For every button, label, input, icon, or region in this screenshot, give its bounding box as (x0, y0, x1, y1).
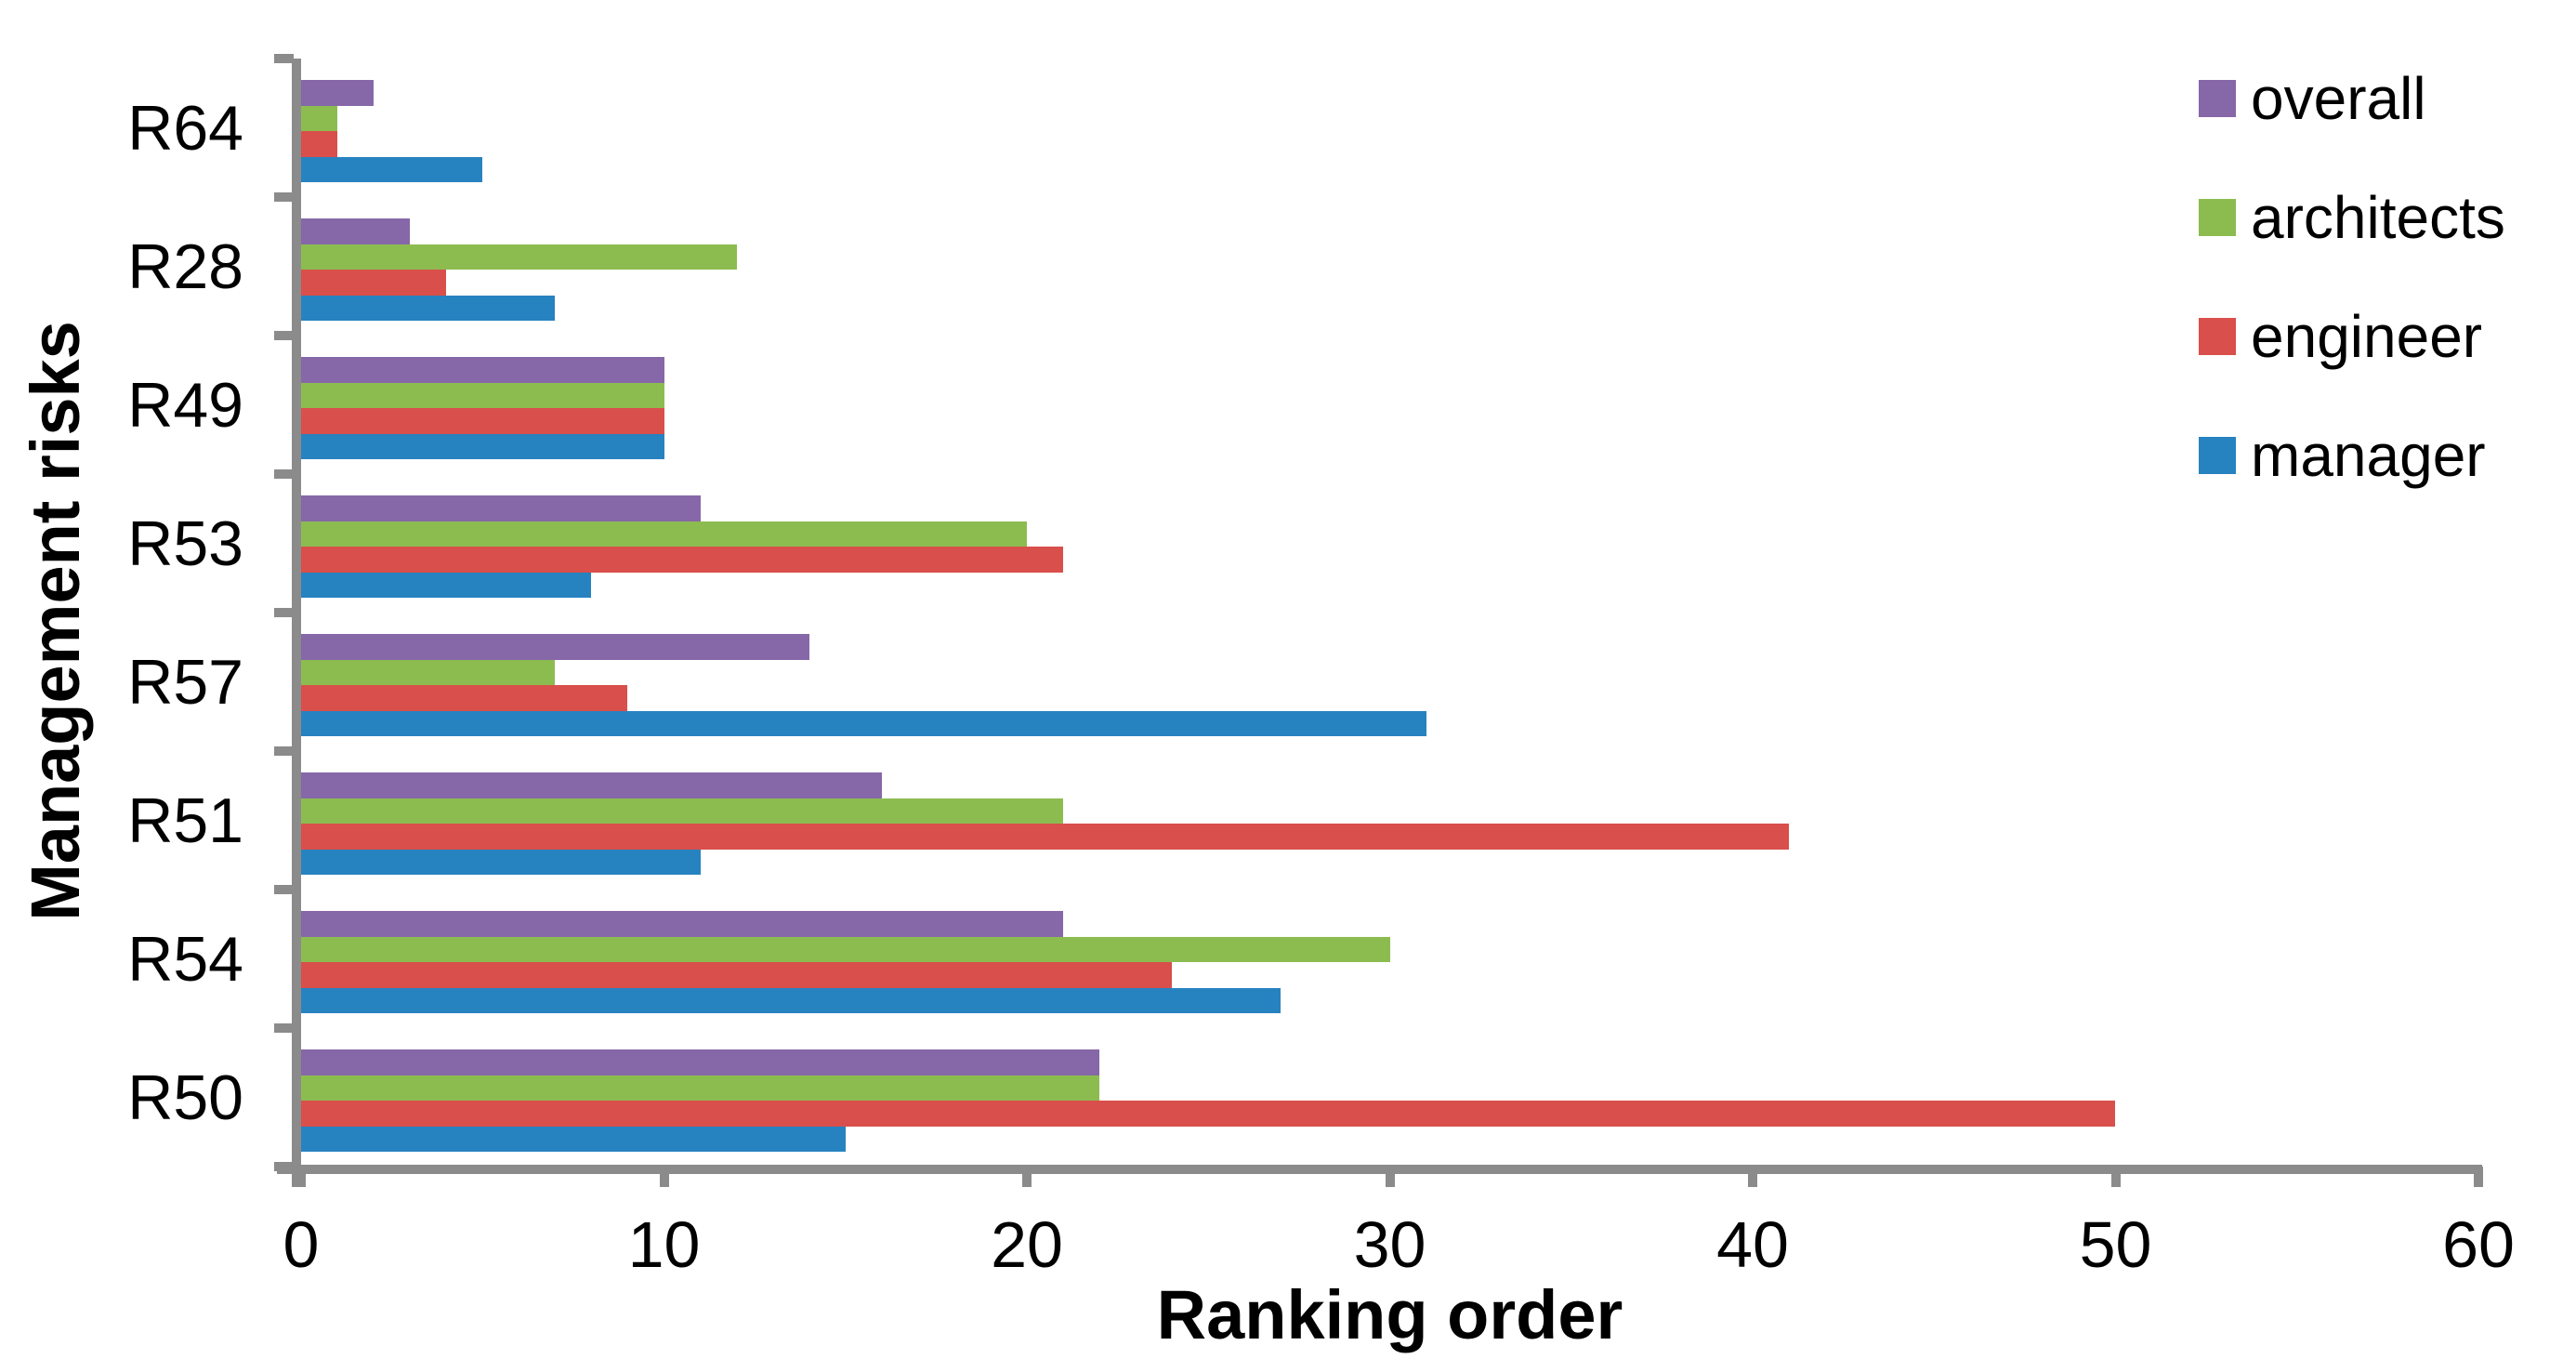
y-axis-tick (274, 192, 294, 202)
bar-R54-architects (301, 936, 1390, 962)
x-axis-tick (1748, 1167, 1757, 1187)
x-axis-title: Ranking order (1156, 1276, 1623, 1353)
bar-R28-overall (301, 218, 410, 244)
category-label-R54: R54 (127, 923, 243, 995)
legend-swatch-manager (2199, 437, 2236, 474)
category-label-R49: R49 (127, 369, 243, 441)
bar-R64-architects (301, 105, 337, 131)
legend-label-manager: manager (2251, 422, 2486, 489)
legend-swatch-engineer (2199, 318, 2236, 355)
x-axis-tick-label: 60 (2442, 1208, 2515, 1281)
x-axis-tick-label: 30 (1353, 1208, 1426, 1281)
y-axis-tick (274, 54, 294, 63)
category-label-R51: R51 (127, 785, 243, 856)
category-label-R57: R57 (127, 646, 243, 718)
y-axis-tick (274, 608, 294, 617)
x-axis-tick (296, 1167, 306, 1187)
x-axis-tick-label: 0 (283, 1208, 320, 1281)
bar-R53-engineer (301, 547, 1063, 573)
bar-R28-manager (301, 295, 555, 321)
bar-R57-manager (301, 710, 1426, 736)
bar-R51-overall (301, 772, 882, 798)
bar-R53-manager (301, 572, 591, 598)
bar-R50-manager (301, 1126, 846, 1152)
x-axis-tick (1385, 1167, 1395, 1187)
bar-R49-overall (301, 357, 664, 383)
legend-item-overall: overall (2199, 63, 2426, 134)
bar-R57-architects (301, 659, 555, 685)
legend-label-engineer: engineer (2251, 303, 2483, 370)
bar-R54-overall (301, 911, 1063, 937)
category-label-R53: R53 (127, 508, 243, 579)
legend-label-architects: architects (2251, 184, 2505, 251)
category-label-R64: R64 (127, 92, 243, 164)
bar-R28-engineer (301, 270, 446, 296)
bar-R51-architects (301, 798, 1063, 824)
x-axis-tick (1022, 1167, 1032, 1187)
bar-R64-overall (301, 80, 374, 106)
legend-swatch-architects (2199, 199, 2236, 236)
bar-R49-engineer (301, 408, 664, 434)
x-axis-tick-label: 40 (1716, 1208, 1789, 1281)
bar-R53-architects (301, 521, 1027, 547)
y-axis-tick (274, 331, 294, 340)
bar-R57-engineer (301, 685, 627, 711)
x-axis-tick (2110, 1167, 2121, 1187)
x-axis-tick-label: 50 (2079, 1208, 2152, 1281)
bar-R64-engineer (301, 131, 337, 157)
legend-swatch-overall (2199, 80, 2236, 117)
bar-R50-engineer (301, 1101, 2115, 1127)
category-label-R50: R50 (127, 1062, 243, 1133)
y-axis-line (292, 59, 301, 1187)
bar-R50-overall (301, 1049, 1099, 1075)
x-axis-line (277, 1165, 2482, 1174)
bar-R49-manager (301, 433, 664, 459)
x-axis-tick-label: 20 (991, 1208, 1063, 1281)
bar-R57-overall (301, 634, 809, 660)
bar-R64-manager (301, 156, 482, 182)
y-axis-tick (274, 885, 294, 894)
x-axis-tick (659, 1167, 669, 1187)
legend-item-architects: architects (2199, 182, 2505, 253)
bar-R51-manager (301, 849, 701, 875)
category-label-R28: R28 (127, 231, 243, 302)
bar-R51-engineer (301, 824, 1789, 850)
bar-R50-architects (301, 1075, 1099, 1101)
bar-R28-architects (301, 244, 737, 270)
legend-item-engineer: engineer (2199, 301, 2482, 372)
y-axis-tick (274, 469, 294, 479)
bar-R54-manager (301, 987, 1281, 1013)
x-axis-tick-label: 10 (627, 1208, 701, 1281)
bar-R54-engineer (301, 962, 1172, 988)
legend-label-overall: overall (2251, 65, 2426, 132)
y-axis-tick (274, 746, 294, 756)
bar-R53-overall (301, 495, 701, 521)
x-axis-tick (2474, 1167, 2483, 1187)
legend-item-manager: manager (2199, 420, 2486, 491)
bar-R49-architects (301, 382, 664, 408)
y-axis-tick (274, 1023, 294, 1033)
